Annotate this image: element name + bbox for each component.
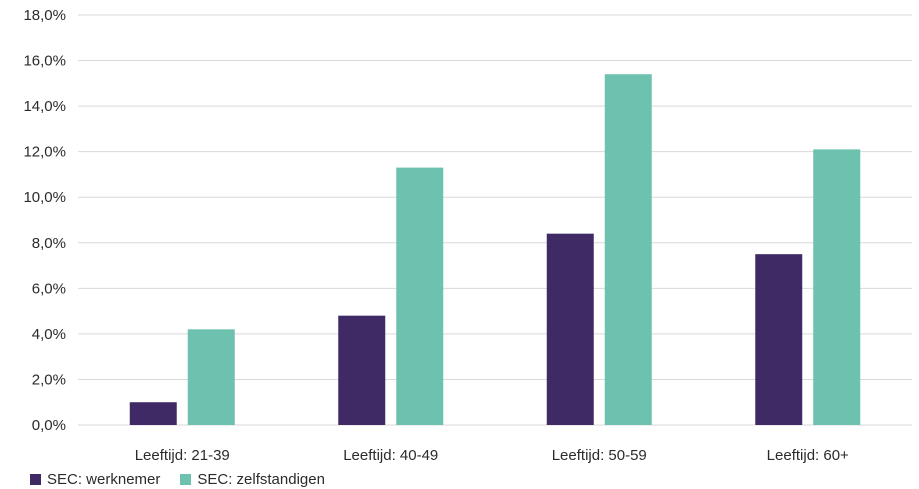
- y-tick-label: 14,0%: [23, 98, 66, 115]
- x-category-label: Leeftijd: 21-39: [135, 447, 230, 464]
- legend-item-zelfstandigen: SEC: zelfstandigen: [180, 471, 325, 488]
- bar-werknemer: [546, 233, 594, 425]
- bar-werknemer: [129, 402, 177, 425]
- legend-swatch-werknemer: [30, 474, 41, 485]
- legend-label-werknemer: SEC: werknemer: [47, 471, 161, 488]
- bar-zelfstandigen: [813, 149, 861, 425]
- legend-label-zelfstandigen: SEC: zelfstandigen: [197, 471, 325, 488]
- legend-swatch-zelfstandigen: [180, 474, 192, 485]
- y-tick-label: 8,0%: [32, 235, 66, 252]
- bar-werknemer: [755, 254, 803, 425]
- x-category-label: Leeftijd: 50-59: [552, 447, 647, 464]
- bar-zelfstandigen: [187, 329, 235, 425]
- y-tick-label: 6,0%: [32, 280, 66, 297]
- x-axis-category-labels: Leeftijd: 21-39 Leeftijd: 40-49 Leeftijd: …: [135, 447, 849, 464]
- bar-zelfstandigen: [604, 74, 652, 425]
- y-tick-label: 4,0%: [32, 326, 66, 343]
- y-tick-label: 16,0%: [23, 53, 66, 70]
- bar-werknemer: [338, 315, 386, 425]
- bar-zelfstandigen: [396, 167, 444, 425]
- y-tick-label: 10,0%: [23, 189, 66, 206]
- legend: SEC: werknemer SEC: zelfstandigen: [30, 471, 345, 488]
- legend-item-werknemer: SEC: werknemer: [30, 471, 160, 488]
- x-category-label: Leeftijd: 60+: [767, 447, 849, 464]
- bars: [129, 74, 861, 425]
- y-tick-label: 12,0%: [23, 144, 66, 161]
- y-tick-label: 2,0%: [32, 371, 66, 388]
- y-axis-tick-labels: 0,0% 2,0% 4,0% 6,0% 8,0% 10,0% 12,0% 14,0% 16,0%…: [23, 7, 66, 434]
- x-category-label: Leeftijd: 40-49: [343, 447, 438, 464]
- y-tick-label: 18,0%: [23, 7, 66, 24]
- y-tick-label: 0,0%: [32, 417, 66, 434]
